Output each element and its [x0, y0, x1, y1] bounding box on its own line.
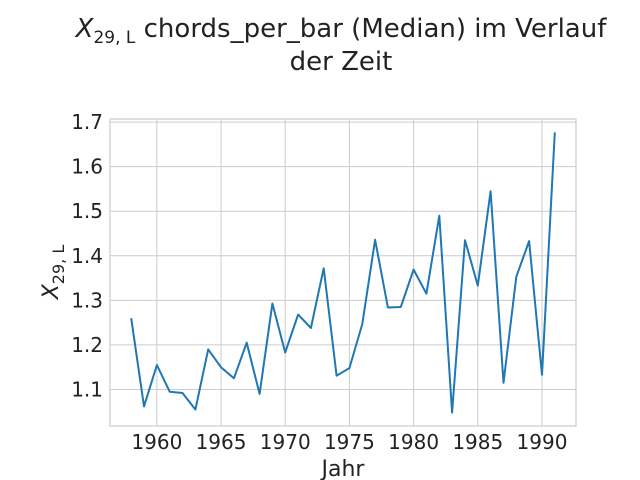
x-tick-label: 1985: [452, 430, 503, 454]
y-tick-label: 1.6: [71, 155, 103, 179]
x-tick-label: 1975: [324, 430, 375, 454]
x-axis-label: Jahr: [320, 457, 366, 480]
y-axis-label: X29, L: [39, 245, 68, 301]
y-tick-label: 1.2: [71, 333, 103, 357]
grid: [110, 119, 576, 426]
title-text: chords_per_bar (Median) im Verlauf: [135, 14, 607, 44]
x-tick-label: 1970: [260, 430, 311, 454]
chart-title-line1: X29, L chords_per_bar (Median) im Verlau…: [74, 14, 608, 48]
ylabel-symbol: X: [39, 283, 64, 300]
y-tick-label: 1.1: [71, 377, 103, 401]
x-tick-label: 1980: [388, 430, 439, 454]
chart-title-line2: der Zeit: [290, 47, 393, 77]
title-symbol: X: [74, 14, 95, 44]
y-tick-label: 1.3: [71, 288, 103, 312]
y-tick-label: 1.4: [71, 244, 103, 268]
x-tick-labels: 1960 1965 1970 1975 1980 1985 1990: [131, 430, 567, 454]
plot-frame: [109, 118, 577, 427]
ylabel-subscript: 29, L: [49, 245, 68, 285]
x-tick-label: 1960: [131, 430, 182, 454]
series-line: [130, 132, 556, 414]
x-tick-label: 1990: [517, 430, 568, 454]
y-tick-labels: 1.1 1.2 1.3 1.4 1.5 1.6 1.7: [71, 110, 103, 401]
x-tick-label: 1965: [196, 430, 247, 454]
y-tick-label: 1.5: [71, 199, 103, 223]
y-tick-label: 1.7: [71, 110, 103, 134]
title-subscript: 29, L: [93, 28, 135, 48]
